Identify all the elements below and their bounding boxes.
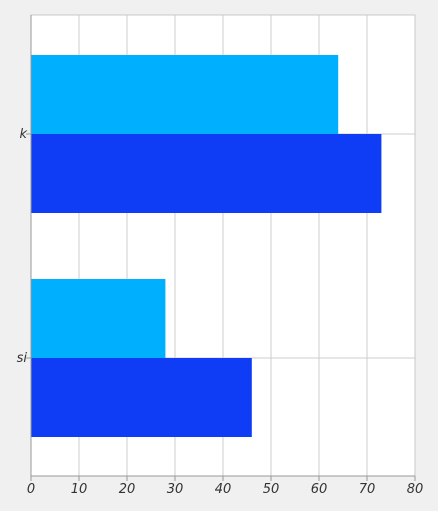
tick-labels: 0 10 20 30 40 50 60 70 80 k si [17, 127, 424, 497]
bar-series-1-si [31, 279, 166, 358]
y-tick-label: si [17, 351, 28, 366]
x-tick-label: 60 [311, 482, 328, 497]
x-tick-label: 10 [71, 482, 88, 497]
bar-series-2-k [31, 134, 382, 213]
x-tick-label: 70 [359, 482, 376, 497]
x-tick-label: 40 [215, 482, 232, 497]
bar-series-1-k [31, 55, 339, 134]
bars [31, 55, 382, 437]
y-tick-label: k [19, 127, 27, 142]
bar-series-2-si [31, 358, 252, 437]
x-tick-label: 50 [263, 482, 280, 497]
x-tick-label: 20 [119, 482, 136, 497]
x-tick-label: 80 [407, 482, 424, 497]
x-tick-label: 30 [167, 482, 184, 497]
axes [26, 15, 416, 481]
x-tick-label: 0 [27, 482, 35, 497]
